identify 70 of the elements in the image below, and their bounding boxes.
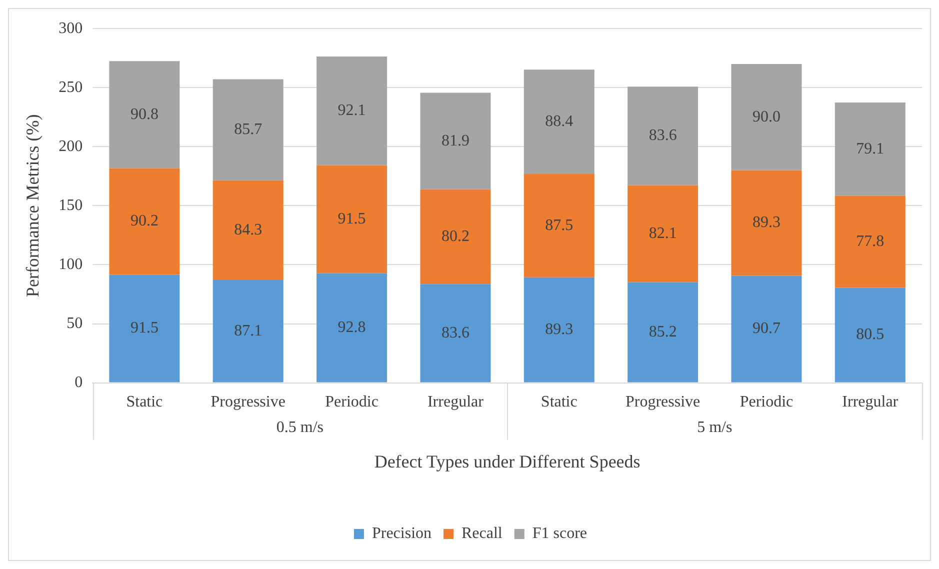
x-tick-label: Progressive [625,394,700,411]
y-tick-label: 0 [74,374,83,392]
bar [420,92,491,190]
x-axis-title: Defect Types under Different Speeds [374,452,640,472]
bar [109,168,180,275]
data-label: 85.2 [648,323,677,340]
bar [420,284,491,382]
x-tick-label: Periodic [325,394,378,411]
data-label: 91.5 [338,210,366,228]
data-label: 77.8 [856,233,884,250]
x-tick-label: Static [540,394,578,411]
data-label: 89.3 [545,321,574,338]
bar [316,56,388,166]
bar [834,288,906,382]
data-label: 91.5 [130,320,158,337]
bar [316,273,388,382]
bar [834,196,906,288]
bar [524,174,594,278]
data-label: 83.6 [441,324,470,342]
data-label: 90.8 [130,106,158,123]
bar [316,165,388,274]
bar [420,189,491,284]
bar [524,277,594,382]
bar [212,180,284,280]
x-tick-label: Periodic [740,394,794,411]
bar [731,276,802,382]
y-axis-title: Performance Metrics (%) [22,114,43,298]
legend-label: Recall [462,525,503,542]
data-label: 90.0 [752,108,780,126]
data-label: 90.2 [130,212,158,230]
data-label: 90.7 [752,320,780,338]
data-label: 88.4 [545,113,574,130]
data-label: 87.1 [234,322,262,340]
data-label: 79.1 [856,140,884,158]
bar [731,64,802,170]
bar [109,274,180,382]
y-tick-label: 300 [58,20,83,37]
data-label: 83.6 [648,127,677,144]
text: 0.5 m/s [276,419,324,436]
data-label: 82.1 [648,224,677,242]
y-tick-label: 200 [58,138,83,155]
bar [731,170,802,276]
bar [212,79,284,180]
legend-label: F1 score [532,525,588,542]
bar [834,102,906,196]
legend-label: Precision [372,525,432,542]
text: 5 m/s [697,419,732,436]
bar [524,70,594,174]
data-label: 80.5 [856,326,884,344]
bar [628,86,698,186]
y-tick-label: 250 [58,78,83,96]
data-label: 92.1 [338,102,366,120]
bar [109,61,180,168]
bar [628,282,698,382]
x-tick-label: Irregular [427,394,484,411]
x-tick-label: Irregular [842,394,899,411]
y-tick-label: 100 [58,256,83,273]
data-label: 81.9 [441,132,470,150]
data-label: 87.5 [545,216,574,234]
x-tick-label: Static [126,394,163,411]
data-label: 89.3 [752,214,780,232]
data-label: 84.3 [234,221,262,238]
data-label: 85.7 [234,121,262,138]
y-tick-label: 50 [66,314,83,332]
bar [212,280,284,382]
data-label: 92.8 [338,318,366,336]
data-label: 80.2 [441,228,470,245]
bar [628,185,698,282]
x-tick-label: Progressive [210,394,286,411]
y-tick-label: 150 [58,196,83,214]
